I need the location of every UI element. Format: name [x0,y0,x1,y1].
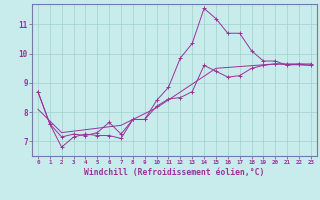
X-axis label: Windchill (Refroidissement éolien,°C): Windchill (Refroidissement éolien,°C) [84,168,265,177]
